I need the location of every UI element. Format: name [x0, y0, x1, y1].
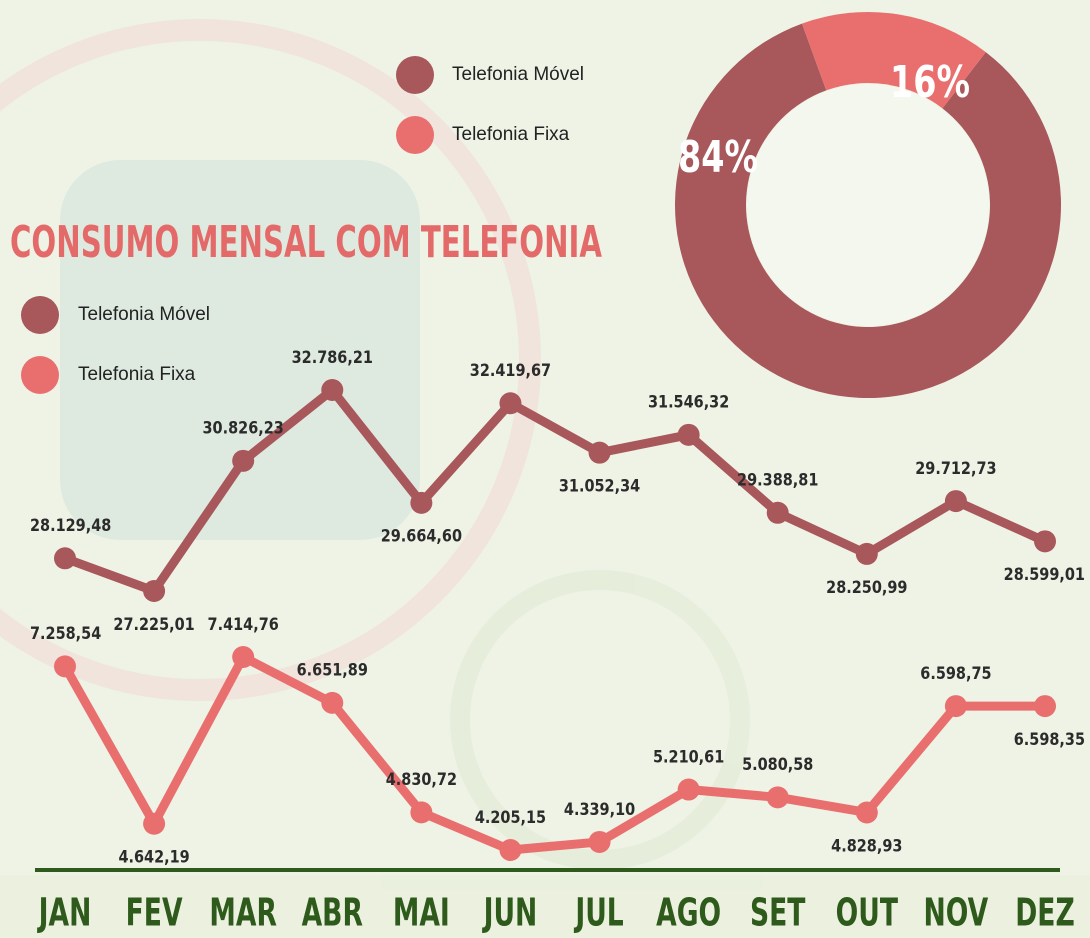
data-label: 31.546,32 [648, 391, 729, 411]
data-label: 32.786,21 [292, 347, 373, 367]
data-point [410, 801, 433, 824]
legend-swatch [396, 116, 434, 154]
data-point [143, 812, 166, 835]
data-point [588, 441, 611, 464]
data-label: 27.225,01 [113, 614, 194, 634]
data-point [677, 778, 700, 801]
data-point [232, 449, 255, 472]
x-tick-label: FEV [126, 891, 183, 935]
data-label: 7.258,54 [30, 623, 101, 643]
series-line [63, 385, 1047, 596]
x-tick-label: MAR [209, 891, 277, 935]
legend-label: Telefonia Móvel [78, 304, 210, 325]
legend-swatch [396, 56, 434, 94]
data-point [944, 490, 967, 513]
data-label: 28.129,48 [30, 515, 111, 535]
legend-label: Telefonia Fixa [452, 124, 570, 145]
data-point [766, 786, 789, 809]
x-tick-label: MAI [393, 891, 450, 935]
x-tick-label: JUN [482, 891, 537, 935]
x-tick-label: NOV [924, 891, 989, 935]
x-tick-label: DEZ [1015, 891, 1075, 935]
x-tick-label: AGO [656, 891, 721, 935]
x-tick-label: OUT [836, 891, 899, 935]
data-label: 29.712,73 [915, 458, 996, 478]
data-label: 29.388,81 [737, 469, 818, 489]
background-decor [0, 19, 1090, 938]
donut-hole [747, 84, 989, 326]
donut-segment [801, 12, 986, 109]
chart-title: CONSUMO MENSAL COM TELEFONIA [10, 217, 602, 268]
data-label: 7.414,76 [208, 614, 279, 634]
data-point [855, 801, 878, 824]
data-point [1034, 695, 1056, 718]
data-label: 5.080,58 [742, 754, 813, 774]
donut-segment [674, 23, 1061, 399]
data-point [944, 695, 967, 718]
series-line [61, 652, 1046, 855]
data-label: 6.598,75 [920, 663, 991, 683]
donut-label: 16% [890, 57, 970, 108]
data-point [677, 423, 700, 446]
data-point [588, 830, 611, 853]
data-label: 31.052,34 [559, 475, 640, 495]
data-label: 4.339,10 [564, 799, 635, 819]
x-tick-label: SET [750, 891, 806, 935]
data-label: 30.826,23 [203, 418, 284, 438]
data-label: 28.599,01 [1004, 564, 1085, 584]
data-point [54, 655, 76, 678]
legend-swatch [21, 296, 59, 334]
x-tick-label: JUL [574, 891, 624, 935]
data-point [766, 501, 789, 524]
x-tick-label: ABR [302, 891, 363, 935]
data-label: 32.419,67 [470, 360, 551, 380]
data-label: 29.664,60 [381, 526, 462, 546]
x-tick-label: JAN [37, 891, 91, 935]
data-label: 6.598,35 [1014, 729, 1085, 749]
data-label: 4.828,93 [831, 835, 902, 855]
legend-label: Telefonia Fixa [78, 364, 196, 385]
data-label: 28.250,99 [826, 577, 907, 597]
legend-label: Telefonia Móvel [452, 64, 584, 85]
legend-swatch [21, 356, 59, 394]
data-point [54, 547, 76, 570]
donut-label: 84% [678, 132, 758, 183]
data-point [499, 839, 522, 861]
data-point [232, 646, 255, 668]
data-point [410, 491, 433, 514]
data-label: 4.830,72 [386, 769, 457, 789]
data-label: 4.205,15 [475, 807, 546, 827]
data-point [499, 392, 522, 415]
data-point [321, 379, 344, 401]
data-point [855, 542, 878, 565]
data-label: 5.210,61 [653, 746, 724, 766]
data-point [321, 691, 344, 714]
data-point [143, 580, 166, 602]
data-label: 4.642,19 [118, 846, 189, 866]
data-point [1034, 530, 1056, 553]
data-label: 6.651,89 [297, 660, 368, 680]
